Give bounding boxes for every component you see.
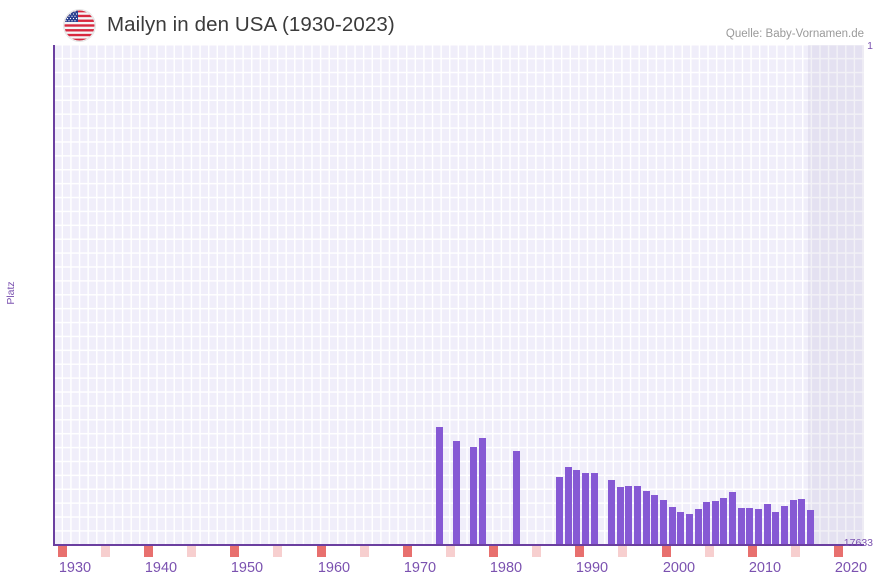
- x-tick-mark-11: [532, 546, 541, 557]
- y-axis-title: Platz: [5, 281, 17, 305]
- bar-2010[interactable]: [720, 498, 727, 545]
- future-range-shading: [808, 45, 864, 545]
- x-tick-mark-5: [273, 546, 282, 557]
- x-axis-tick-label-1940: 1940: [144, 560, 178, 576]
- plot-area: [54, 45, 864, 545]
- bar-1981[interactable]: [479, 438, 486, 545]
- x-tick-mark-6: [317, 546, 326, 557]
- bar-1977[interactable]: [436, 427, 443, 545]
- bar-1980[interactable]: [470, 447, 477, 545]
- bar-2009[interactable]: [712, 501, 719, 545]
- x-axis-tick-label-1960: 1960: [317, 560, 351, 576]
- bar-2016[interactable]: [772, 512, 779, 545]
- bar-2019[interactable]: [798, 499, 805, 545]
- bar-2001[interactable]: [643, 491, 650, 545]
- x-tick-mark-2: [144, 546, 153, 557]
- bar-1997[interactable]: [608, 480, 615, 545]
- y-axis-tick-bottom: 17633: [843, 537, 873, 549]
- x-tick-mark-0: [58, 546, 67, 557]
- x-tick-mark-15: [705, 546, 714, 557]
- x-axis-tick-label-1990: 1990: [575, 560, 609, 576]
- bar-2004[interactable]: [669, 507, 676, 545]
- x-tick-mark-18: [834, 546, 843, 557]
- y-axis-tick-top: 1: [867, 40, 873, 52]
- x-axis-tick-label-2010: 2010: [748, 560, 782, 576]
- bar-1992[interactable]: [565, 467, 572, 545]
- chart-header: Mailyn in den USA (1930-2023) Quelle: Ba…: [0, 0, 873, 45]
- x-tick-mark-16: [748, 546, 757, 557]
- x-axis-tick-label-1970: 1970: [403, 560, 437, 576]
- bar-2007[interactable]: [695, 509, 702, 545]
- bar-2018[interactable]: [790, 500, 797, 545]
- x-axis-tick-label-1980: 1980: [489, 560, 523, 576]
- bar-1978[interactable]: [453, 441, 460, 545]
- bar-1999[interactable]: [625, 486, 632, 545]
- x-tick-mark-9: [446, 546, 455, 557]
- bar-2008[interactable]: [703, 502, 710, 545]
- x-axis-tick-label-2000: 2000: [662, 560, 696, 576]
- bar-2012[interactable]: [738, 508, 745, 545]
- x-tick-mark-13: [618, 546, 627, 557]
- x-axis-tick-marks: [54, 546, 864, 557]
- source-attribution: Quelle: Baby-Vornamen.de: [725, 28, 864, 40]
- x-axis-tick-label-1930: 1930: [58, 560, 92, 576]
- chart-title: Mailyn in den USA (1930-2023): [107, 13, 395, 36]
- bar-1991[interactable]: [556, 477, 563, 545]
- x-tick-mark-12: [575, 546, 584, 557]
- bar-2002[interactable]: [651, 495, 658, 545]
- bar-1993[interactable]: [573, 470, 580, 545]
- bar-1995[interactable]: [591, 473, 598, 545]
- x-tick-mark-8: [403, 546, 412, 557]
- bar-2013[interactable]: [746, 508, 753, 545]
- bar-2017[interactable]: [781, 506, 788, 545]
- x-tick-mark-3: [187, 546, 196, 557]
- x-axis-line: [53, 544, 864, 546]
- bar-2005[interactable]: [677, 512, 684, 545]
- bar-2006[interactable]: [686, 514, 693, 545]
- x-tick-mark-7: [360, 546, 369, 557]
- x-tick-mark-14: [662, 546, 671, 557]
- bar-2014[interactable]: [755, 509, 762, 545]
- x-tick-mark-4: [230, 546, 239, 557]
- bar-2011[interactable]: [729, 492, 736, 545]
- y-axis-line: [53, 45, 55, 546]
- x-tick-mark-1: [101, 546, 110, 557]
- bar-1998[interactable]: [617, 487, 624, 545]
- x-axis-tick-label-2020: 2020: [834, 560, 868, 576]
- bar-1994[interactable]: [582, 473, 589, 545]
- bar-2015[interactable]: [764, 504, 771, 545]
- x-tick-mark-10: [489, 546, 498, 557]
- x-axis-tick-label-1950: 1950: [230, 560, 264, 576]
- bar-1985[interactable]: [513, 451, 520, 545]
- bar-2003[interactable]: [660, 500, 667, 545]
- bar-2020[interactable]: [807, 510, 814, 545]
- us-flag-icon: [64, 10, 95, 41]
- x-tick-mark-17: [791, 546, 800, 557]
- bars-layer: [54, 45, 864, 545]
- bar-2000[interactable]: [634, 486, 641, 545]
